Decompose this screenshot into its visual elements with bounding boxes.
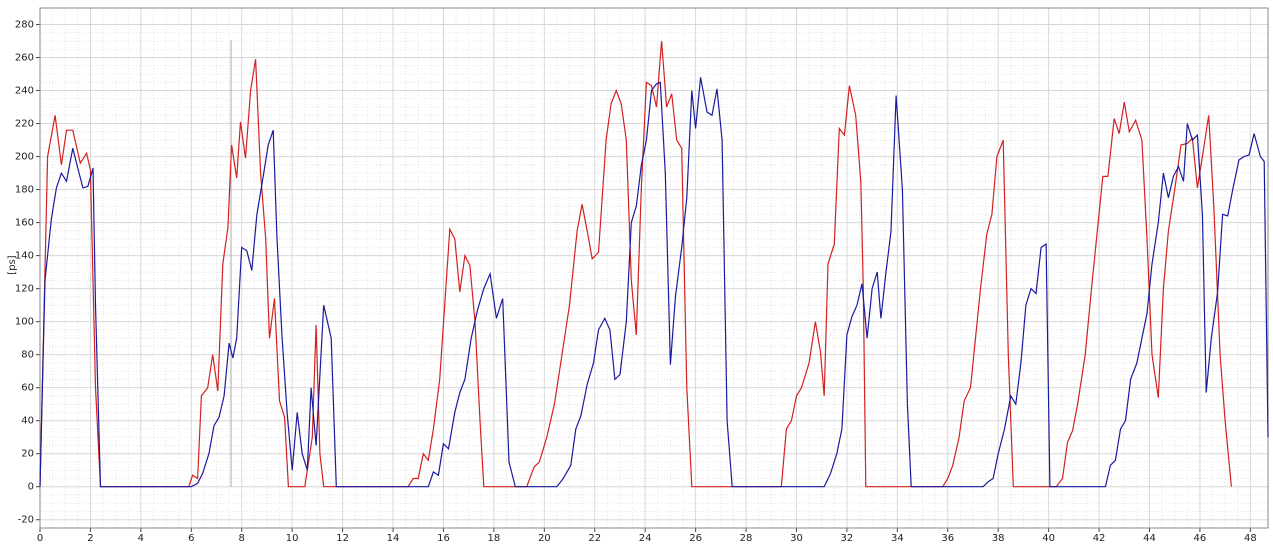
- x-tick-label: 32: [841, 533, 854, 544]
- y-tick-label: -20: [18, 515, 34, 526]
- y-tick-label: 220: [15, 119, 34, 130]
- y-tick-label: 80: [21, 350, 34, 361]
- x-tick-label: 8: [239, 533, 245, 544]
- x-tick-label: 18: [488, 533, 501, 544]
- y-tick-label: 100: [15, 317, 34, 328]
- y-tick-label: 160: [15, 218, 34, 229]
- x-tick-label: 30: [790, 533, 803, 544]
- y-tick-label: 120: [15, 284, 34, 295]
- x-tick-label: 24: [639, 533, 652, 544]
- series-line: [39, 40, 1232, 488]
- plot-area: [40, 8, 1268, 528]
- x-tick-label: 46: [1194, 533, 1207, 544]
- y-tick-label: 60: [21, 383, 34, 394]
- y-tick-label: 180: [15, 185, 34, 196]
- x-tick-label: 48: [1244, 533, 1257, 544]
- y-tick-label: 140: [15, 251, 34, 262]
- plot-frame: [39, 7, 1269, 529]
- y-tick-label: 240: [15, 86, 34, 97]
- y-axis-label: [ps]: [7, 255, 18, 274]
- y-tick-label: 40: [21, 416, 34, 427]
- x-tick-label: 2: [87, 533, 93, 544]
- x-tick-label: 0: [37, 533, 43, 544]
- y-tick-label: 280: [15, 20, 34, 31]
- x-tick-label: 4: [138, 533, 144, 544]
- x-tick-label: 10: [286, 533, 299, 544]
- y-tick-label: 200: [15, 152, 34, 163]
- x-tick-label: 22: [588, 533, 601, 544]
- x-tick-label: 12: [336, 533, 349, 544]
- x-tick-label: 14: [387, 533, 400, 544]
- x-tick-label: 42: [1093, 533, 1106, 544]
- x-tick-label: 16: [437, 533, 450, 544]
- x-tick-label: 38: [992, 533, 1005, 544]
- y-tick-label: 260: [15, 53, 34, 64]
- x-tick-label: 20: [538, 533, 551, 544]
- x-tick-label: 40: [1042, 533, 1055, 544]
- x-tick-label: 26: [689, 533, 702, 544]
- x-tick-label: 36: [941, 533, 954, 544]
- y-tick-label: 20: [21, 449, 34, 460]
- x-tick-label: 34: [891, 533, 904, 544]
- x-tick-label: 28: [740, 533, 753, 544]
- y-tick-label: 0: [28, 482, 34, 493]
- x-tick-label: 44: [1143, 533, 1156, 544]
- x-tick-label: 6: [188, 533, 194, 544]
- series-line: [39, 77, 1269, 488]
